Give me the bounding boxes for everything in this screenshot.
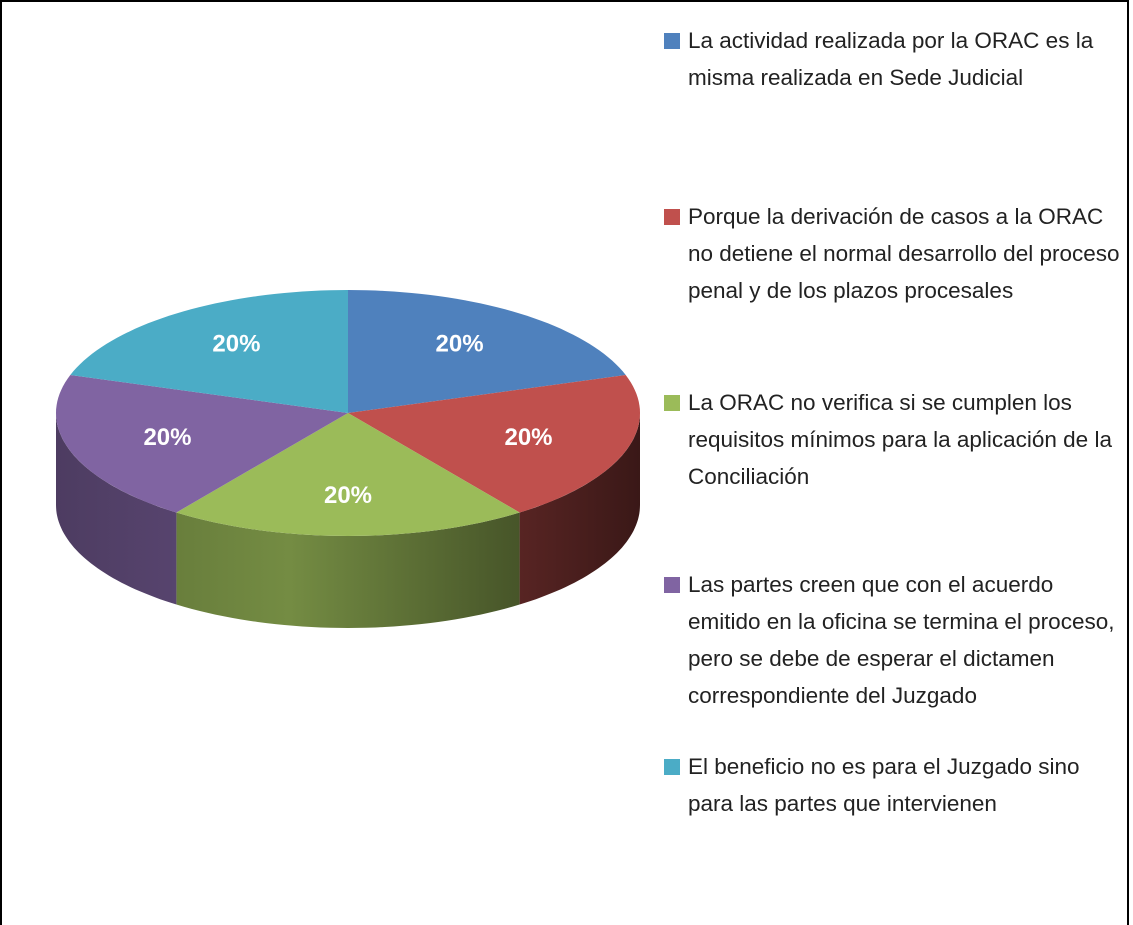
legend-swatch (664, 759, 680, 775)
legend-entry: Porque la derivación de casos a la ORAC … (664, 198, 1126, 309)
slice (70, 290, 349, 413)
legend-entry: Las partes creen que con el acuerdo emit… (664, 566, 1126, 714)
legend-label: El beneficio no es para el Juzgado sino … (688, 754, 1080, 816)
data-label: 20% (436, 331, 484, 358)
legend-label: La ORAC no verifica si se cumplen los re… (688, 390, 1112, 489)
slice (348, 375, 640, 513)
legend-swatch (664, 395, 680, 411)
slice-side (176, 512, 520, 628)
data-label: 20% (212, 331, 260, 358)
data-label: 20% (324, 482, 372, 509)
slice-side (519, 413, 640, 605)
slice (56, 375, 348, 513)
slice (176, 413, 520, 536)
legend-label: Porque la derivación de casos a la ORAC … (688, 204, 1120, 303)
legend-swatch (664, 577, 680, 593)
slice-side (56, 413, 177, 605)
slice (348, 290, 626, 413)
legend-entry: La ORAC no verifica si se cumplen los re… (664, 384, 1126, 495)
legend-swatch (664, 209, 680, 225)
data-label: 20% (143, 424, 191, 451)
legend-label: La actividad realizada por la ORAC es la… (688, 28, 1094, 90)
data-label: 20% (504, 424, 552, 451)
legend-entry: El beneficio no es para el Juzgado sino … (664, 748, 1126, 822)
legend-label: Las partes creen que con el acuerdo emit… (688, 572, 1115, 708)
legend-swatch (664, 33, 680, 49)
legend-entry: La actividad realizada por la ORAC es la… (664, 22, 1126, 96)
